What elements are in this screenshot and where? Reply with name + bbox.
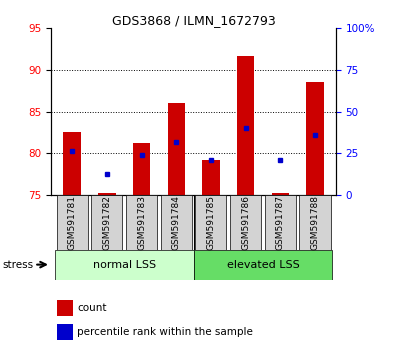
Text: GSM591787: GSM591787 bbox=[276, 195, 285, 250]
Text: GSM591785: GSM591785 bbox=[207, 195, 215, 250]
Bar bbox=[57, 324, 73, 340]
Bar bbox=[237, 56, 254, 195]
Text: count: count bbox=[77, 303, 106, 313]
Text: GSM591781: GSM591781 bbox=[68, 195, 77, 250]
FancyBboxPatch shape bbox=[126, 195, 157, 250]
FancyBboxPatch shape bbox=[230, 195, 261, 250]
Bar bbox=[306, 82, 324, 195]
Text: GSM591786: GSM591786 bbox=[241, 195, 250, 250]
Bar bbox=[57, 300, 73, 316]
Text: GSM591788: GSM591788 bbox=[310, 195, 320, 250]
Bar bbox=[64, 132, 81, 195]
FancyBboxPatch shape bbox=[265, 195, 296, 250]
Text: GSM591782: GSM591782 bbox=[102, 195, 111, 250]
FancyBboxPatch shape bbox=[299, 195, 331, 250]
Text: GSM591784: GSM591784 bbox=[172, 195, 181, 250]
Bar bbox=[202, 160, 220, 195]
Text: normal LSS: normal LSS bbox=[92, 259, 156, 270]
Bar bbox=[167, 103, 185, 195]
Bar bbox=[272, 193, 289, 195]
FancyBboxPatch shape bbox=[194, 250, 332, 280]
Text: elevated LSS: elevated LSS bbox=[227, 259, 299, 270]
Text: stress: stress bbox=[3, 259, 34, 270]
FancyBboxPatch shape bbox=[161, 195, 192, 250]
Text: GSM591783: GSM591783 bbox=[137, 195, 146, 250]
FancyBboxPatch shape bbox=[91, 195, 122, 250]
Text: percentile rank within the sample: percentile rank within the sample bbox=[77, 327, 253, 337]
FancyBboxPatch shape bbox=[55, 250, 194, 280]
FancyBboxPatch shape bbox=[195, 195, 226, 250]
Bar bbox=[133, 143, 150, 195]
Title: GDS3868 / ILMN_1672793: GDS3868 / ILMN_1672793 bbox=[112, 14, 275, 27]
Bar bbox=[98, 193, 115, 195]
FancyBboxPatch shape bbox=[56, 195, 88, 250]
